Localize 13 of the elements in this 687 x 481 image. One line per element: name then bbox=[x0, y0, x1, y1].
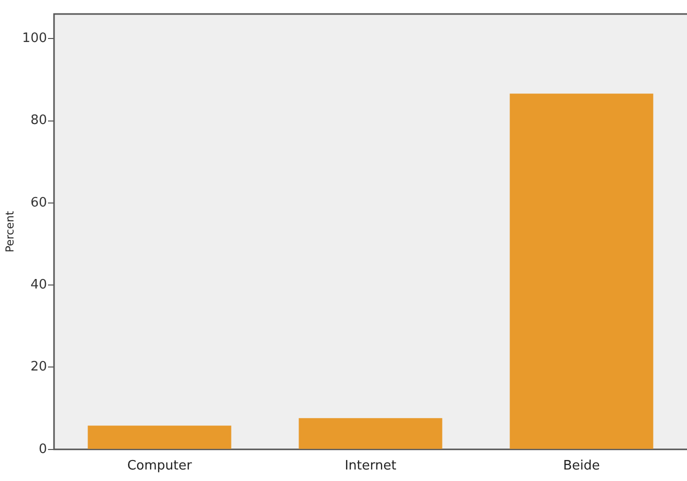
x-tick-label: Beide bbox=[563, 458, 600, 474]
bar bbox=[88, 426, 232, 449]
y-axis-title: Percent bbox=[3, 210, 16, 252]
bar bbox=[510, 94, 654, 449]
x-tick-label: Internet bbox=[344, 458, 396, 474]
y-tick-label: 40 bbox=[30, 277, 48, 292]
x-tick-label: Computer bbox=[127, 458, 192, 474]
y-tick-label: 80 bbox=[30, 113, 48, 128]
y-tick-label: 100 bbox=[22, 31, 48, 46]
y-tick-label: 0 bbox=[38, 442, 48, 457]
y-tick-label: 60 bbox=[30, 195, 48, 210]
bar bbox=[298, 418, 442, 449]
y-tick-label: 20 bbox=[30, 360, 48, 375]
